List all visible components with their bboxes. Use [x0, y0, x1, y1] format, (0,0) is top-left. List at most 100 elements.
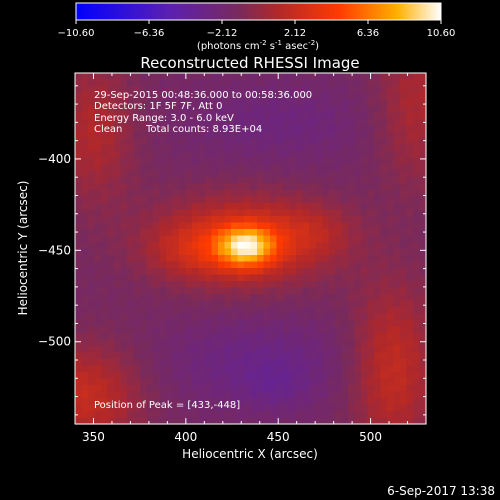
heatmap-cell [419, 398, 427, 406]
heatmap-cell [133, 287, 141, 295]
heatmap-cell [172, 385, 180, 393]
heatmap-cell [94, 274, 102, 282]
heatmap-cell [224, 378, 232, 386]
heatmap-cell [328, 365, 336, 373]
heatmap-cell [354, 326, 362, 334]
heatmap-cell [361, 138, 369, 146]
heatmap-cell [374, 287, 382, 295]
heatmap-cell [348, 385, 356, 393]
heatmap-cell [146, 300, 154, 308]
heatmap-cell [107, 346, 115, 354]
heatmap-cell [263, 157, 271, 165]
heatmap-cell [140, 99, 148, 107]
colorbar-tick-label: 6.36 [357, 28, 379, 39]
heatmap-cell [120, 144, 128, 152]
heatmap-cell [101, 365, 109, 373]
heatmap-cell [94, 196, 102, 204]
heatmap-cell [400, 365, 408, 373]
heatmap-cell [367, 365, 375, 373]
heatmap-cell [127, 248, 135, 256]
heatmap-cell [250, 99, 258, 107]
heatmap-cell [192, 326, 200, 334]
heatmap-cell [296, 157, 304, 165]
heatmap-cell [198, 229, 206, 237]
heatmap-cell [94, 157, 102, 165]
heatmap-cell [237, 131, 245, 139]
heatmap-cell [302, 222, 310, 230]
heatmap-cell [413, 105, 421, 113]
heatmap-cell [335, 352, 343, 360]
heatmap-cell [159, 157, 167, 165]
heatmap-cell [257, 105, 265, 113]
heatmap-cell [172, 209, 180, 217]
heatmap-cell [276, 346, 284, 354]
heatmap-cell [133, 346, 141, 354]
heatmap-cell [393, 73, 401, 81]
heatmap-cell [302, 125, 310, 133]
heatmap-cell [257, 248, 265, 256]
heatmap-cell [211, 235, 219, 243]
heatmap-cell [393, 151, 401, 159]
heatmap-cell [159, 320, 167, 328]
heatmap-cell [237, 79, 245, 87]
heatmap-cell [302, 385, 310, 393]
heatmap-cell [270, 164, 278, 172]
heatmap-cell [393, 411, 401, 419]
heatmap-cell [94, 151, 102, 159]
heatmap-cell [283, 255, 291, 263]
heatmap-cell [257, 268, 265, 276]
heatmap-cell [289, 177, 297, 185]
heatmap-cell [224, 417, 232, 425]
heatmap-cell [205, 151, 213, 159]
heatmap-cell [114, 229, 122, 237]
heatmap-cell [192, 242, 200, 250]
heatmap-cell [361, 281, 369, 289]
heatmap-cell [81, 339, 89, 347]
heatmap-cell [133, 404, 141, 412]
heatmap-cell [289, 112, 297, 120]
heatmap-cell [283, 190, 291, 198]
heatmap-cell [185, 222, 193, 230]
heatmap-cell [348, 255, 356, 263]
heatmap-cell [263, 372, 271, 380]
y-tick-label: −450 [38, 243, 71, 257]
heatmap-cell [185, 86, 193, 94]
heatmap-cell [192, 378, 200, 386]
heatmap-cell [270, 404, 278, 412]
heatmap-cell [393, 118, 401, 126]
heatmap-cell [192, 404, 200, 412]
heatmap-cell [231, 203, 239, 211]
heatmap-cell [302, 229, 310, 237]
heatmap-cell [81, 326, 89, 334]
heatmap-cell [367, 177, 375, 185]
heatmap-cell [276, 125, 284, 133]
heatmap-cell [114, 339, 122, 347]
heatmap-cell [81, 209, 89, 217]
heatmap-cell [120, 157, 128, 165]
heatmap-cell [211, 131, 219, 139]
heatmap-cell [328, 378, 336, 386]
heatmap-cell [309, 300, 317, 308]
heatmap-cell [211, 346, 219, 354]
heatmap-cell [322, 190, 330, 198]
heatmap-cell [166, 86, 174, 94]
heatmap-cell [354, 203, 362, 211]
heatmap-cell [354, 118, 362, 126]
heatmap-cell [322, 99, 330, 107]
heatmap-cell [270, 177, 278, 185]
heatmap-cell [328, 196, 336, 204]
heatmap-cell [302, 313, 310, 321]
heatmap-cell [335, 404, 343, 412]
heatmap-cell [348, 125, 356, 133]
heatmap-cell [120, 391, 128, 399]
heatmap-cell [198, 79, 206, 87]
heatmap-cell [374, 307, 382, 315]
heatmap-cell [276, 268, 284, 276]
heatmap-cell [101, 125, 109, 133]
heatmap-cell [172, 255, 180, 263]
heatmap-cell [88, 287, 96, 295]
heatmap-cell [146, 105, 154, 113]
heatmap-cell [335, 144, 343, 152]
heatmap-cell [192, 320, 200, 328]
heatmap-cell [159, 255, 167, 263]
